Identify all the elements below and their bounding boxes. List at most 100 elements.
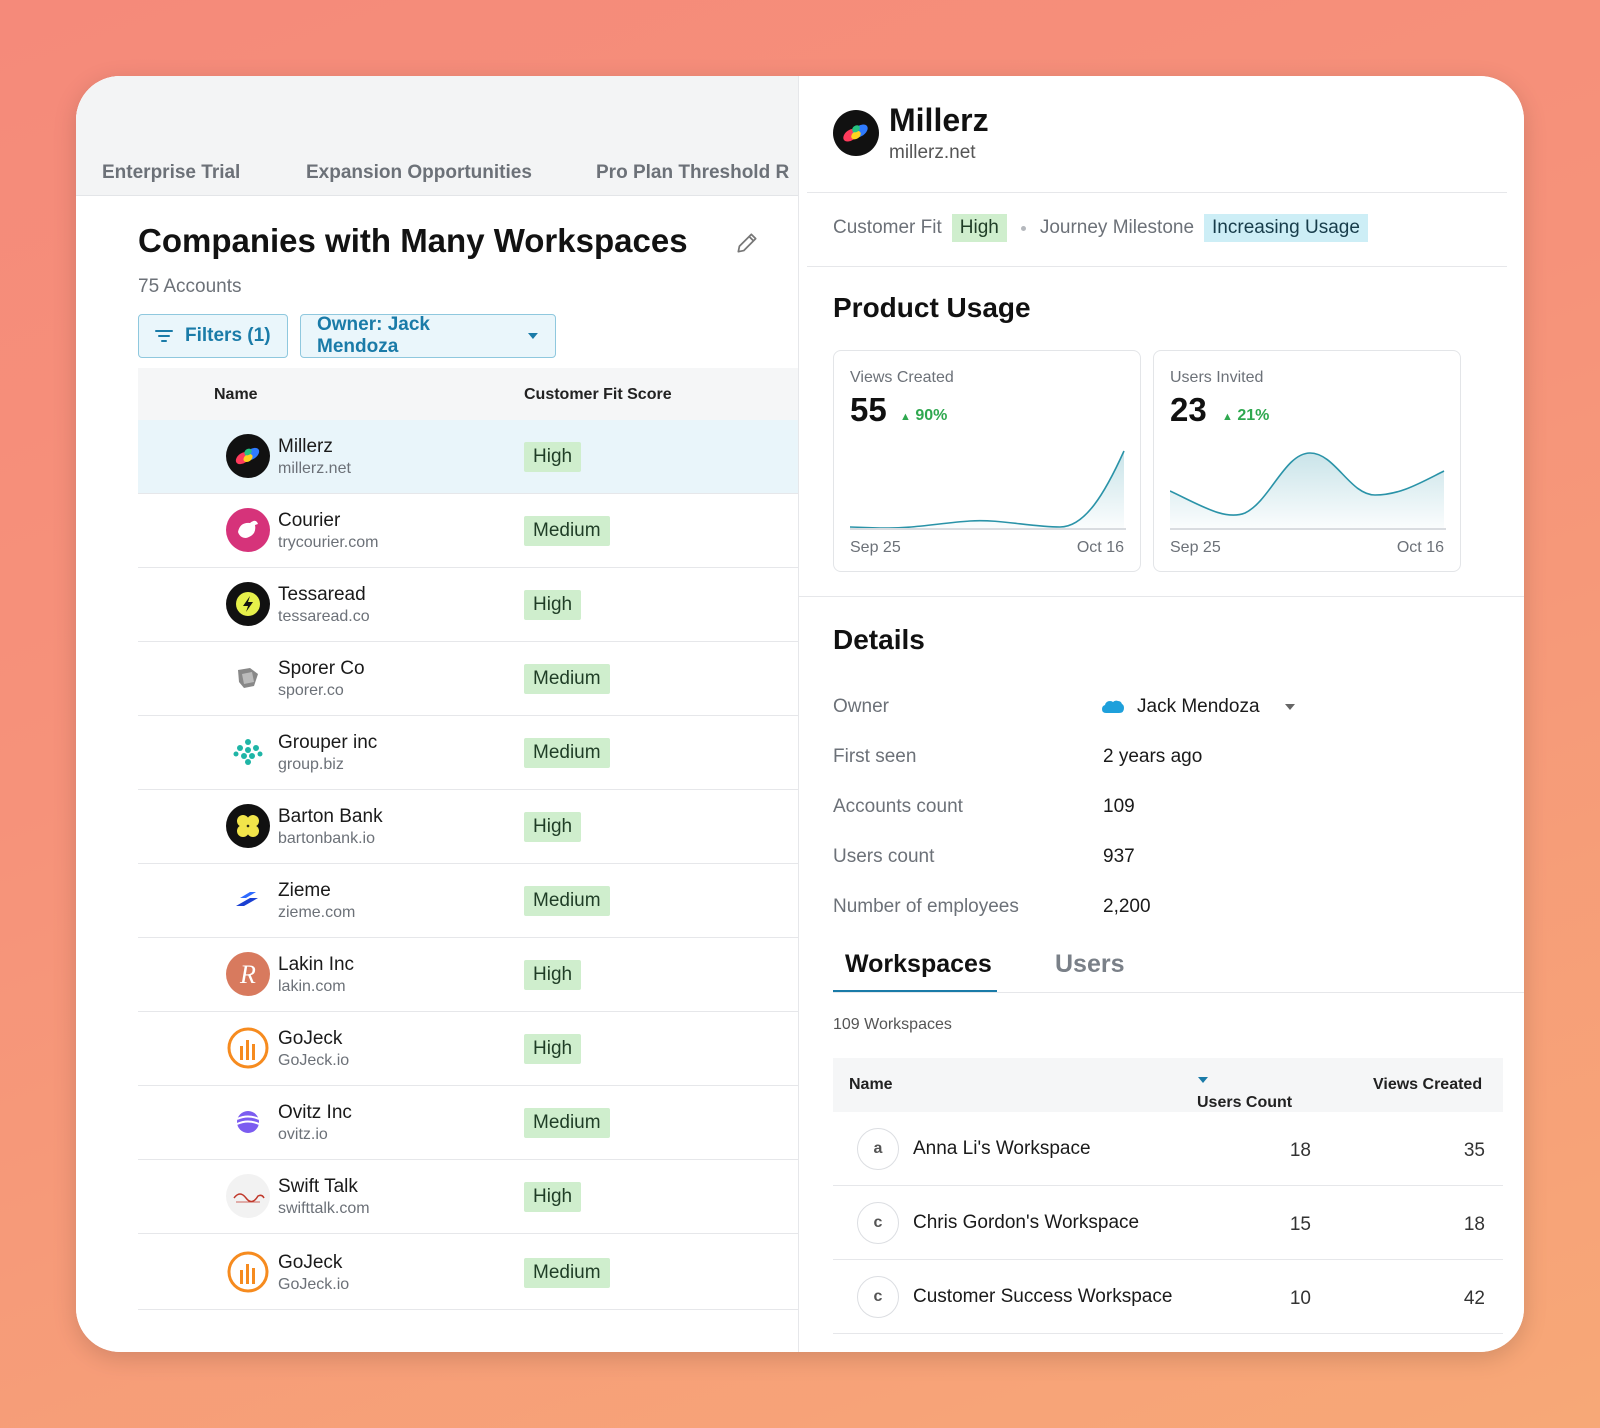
col-fit-header[interactable]: Customer Fit Score xyxy=(524,386,672,403)
field-label: Owner xyxy=(833,696,889,717)
tab-users[interactable]: Users xyxy=(1055,950,1125,978)
owner-filter-label: Owner: Jack Mendoza xyxy=(317,314,430,357)
table-row[interactable]: Tessaread tessaread.co High xyxy=(138,568,798,642)
salesforce-cloud-icon xyxy=(1102,700,1124,713)
ws-col-users[interactable]: Users Count xyxy=(1197,1076,1292,1111)
users-invited-card[interactable]: Users Invited 23 ▲ 21% Sep 25 Oct 16 xyxy=(1153,350,1461,572)
table-row[interactable]: Swift Talk swifttalk.com High xyxy=(138,1160,798,1234)
fit-badge: Medium xyxy=(524,664,610,694)
x-axis-end: Oct 16 xyxy=(1076,539,1124,556)
active-tab-indicator xyxy=(833,990,997,993)
workspace-name: Customer Success Workspace xyxy=(913,1286,1173,1307)
table-row[interactable]: Zieme zieme.com Medium xyxy=(138,864,798,938)
edit-pencil-icon[interactable] xyxy=(734,230,760,256)
customer-fit-badge: High xyxy=(951,214,1007,242)
table-row[interactable]: Millerz millerz.net High xyxy=(138,420,798,494)
filter-icon xyxy=(155,330,173,342)
company-name: Lakin Inc xyxy=(278,954,355,975)
field-label: Users count xyxy=(833,846,935,867)
workspace-name: Chris Gordon's Workspace xyxy=(913,1212,1140,1233)
card-label: Users Invited xyxy=(1170,369,1264,386)
field-value: 109 xyxy=(1103,796,1135,817)
company-title: Millerz xyxy=(889,102,989,138)
trend-up-icon: ▲ xyxy=(900,411,911,423)
tab-enterprise-trial[interactable]: Enterprise Trial xyxy=(102,162,241,183)
company-domain: swifttalk.com xyxy=(278,1200,370,1217)
company-name: Ovitz Inc xyxy=(278,1102,352,1123)
gojeck-logo xyxy=(226,1026,270,1070)
table-row[interactable]: Ovitz Inc ovitz.io Medium xyxy=(138,1086,798,1160)
divider xyxy=(799,596,1524,597)
company-name: Swift Talk xyxy=(278,1176,358,1197)
table-row[interactable]: Barton Bank bartonbank.io High xyxy=(138,790,798,864)
fit-badge: Medium xyxy=(524,1108,610,1138)
company-name: Zieme xyxy=(278,880,331,901)
account-count: 75 Accounts xyxy=(138,276,242,297)
field-label: First seen xyxy=(833,746,917,767)
fit-badge: High xyxy=(524,1182,582,1212)
filters-button[interactable]: Filters (1) xyxy=(138,314,288,358)
fit-badge: High xyxy=(524,960,582,990)
workspace-views-created: 35 xyxy=(1463,1140,1485,1161)
table-row[interactable]: R Lakin Inc lakin.com High xyxy=(138,938,798,1012)
views-sparkline xyxy=(850,450,1126,530)
company-domain: ovitz.io xyxy=(278,1126,328,1143)
workspace-avatar: a xyxy=(857,1128,899,1170)
x-axis-start: Sep 25 xyxy=(850,539,901,556)
company-domain: trycourier.com xyxy=(278,534,379,551)
divider xyxy=(807,192,1507,193)
ws-col-name[interactable]: Name xyxy=(849,1076,893,1093)
owner-select[interactable]: Jack Mendoza xyxy=(1101,696,1296,718)
view-tab-bar: Enterprise Trial Expansion Opportunities… xyxy=(76,76,798,196)
table-row[interactable]: Grouper inc group.biz Medium xyxy=(138,716,798,790)
table-row[interactable]: GoJeck GoJeck.io Medium xyxy=(138,1236,798,1310)
sort-desc-icon xyxy=(1198,1077,1208,1083)
table-row[interactable]: a Anna Li's Workspace 18 35 xyxy=(833,1112,1503,1186)
divider xyxy=(833,992,1524,993)
tab-workspaces[interactable]: Workspaces xyxy=(845,950,992,978)
card-delta: ▲ 90% xyxy=(900,407,947,425)
caret-down-icon xyxy=(528,333,539,339)
workspaces-count: 109 Workspaces xyxy=(833,1016,952,1033)
workspaces-table-header: Name Users Count Views Created xyxy=(833,1058,1503,1112)
company-domain: sporer.co xyxy=(278,682,344,699)
millerz-logo xyxy=(833,110,879,156)
svg-text:R: R xyxy=(239,960,256,989)
fit-badge: Medium xyxy=(524,886,610,916)
table-row[interactable]: c Chris Gordon's Workspace 15 18 xyxy=(833,1186,1503,1260)
tab-pro-plan-threshold[interactable]: Pro Plan Threshold R xyxy=(596,162,790,183)
company-domain: group.biz xyxy=(278,756,344,773)
tab-expansion-opportunities[interactable]: Expansion Opportunities xyxy=(306,162,532,183)
sporer-logo xyxy=(226,656,270,700)
company-meta-row: Customer Fit High Journey Milestone Incr… xyxy=(833,214,1368,242)
table-row[interactable]: Sporer Co sporer.co Medium xyxy=(138,642,798,716)
ws-col-views[interactable]: Views Created xyxy=(1373,1076,1483,1093)
fit-badge: High xyxy=(524,442,582,472)
company-domain: zieme.com xyxy=(278,904,356,921)
company-domain-link[interactable]: millerz.net xyxy=(889,142,976,163)
field-value: 2,200 xyxy=(1103,896,1151,917)
fit-badge: Medium xyxy=(524,738,610,768)
detail-row-first-seen: First seen 2 years ago xyxy=(833,746,1493,776)
fit-badge: High xyxy=(524,590,582,620)
fit-badge: High xyxy=(524,812,582,842)
table-row[interactable]: c Customer Success Workspace 10 42 xyxy=(833,1260,1503,1334)
table-row[interactable]: GoJeck GoJeck.io High xyxy=(138,1012,798,1086)
field-value: 937 xyxy=(1103,846,1135,867)
grouper-logo xyxy=(226,730,270,774)
workspace-name: Anna Li's Workspace xyxy=(913,1138,1091,1159)
detail-row-owner: Owner Jack Mendoza xyxy=(833,696,1493,726)
page-title: Companies with Many Workspaces xyxy=(138,222,688,259)
delta-value: 21% xyxy=(1237,407,1270,424)
views-created-card[interactable]: Views Created 55 ▲ 90% Sep 25 Oct 16 xyxy=(833,350,1141,572)
owner-name: Jack Mendoza xyxy=(1137,696,1260,717)
col-name-header[interactable]: Name xyxy=(214,386,258,403)
card-delta: ▲ 21% xyxy=(1222,407,1269,425)
workspace-views-created: 18 xyxy=(1463,1214,1485,1235)
company-name: Sporer Co xyxy=(278,658,365,679)
owner-filter-dropdown[interactable]: Owner: Jack Mendoza xyxy=(300,314,556,358)
table-row[interactable]: Courier trycourier.com Medium xyxy=(138,494,798,568)
field-label: Number of employees xyxy=(833,896,1019,917)
workspace-users-count: 18 xyxy=(1289,1140,1311,1161)
card-value: 55 xyxy=(850,391,887,428)
